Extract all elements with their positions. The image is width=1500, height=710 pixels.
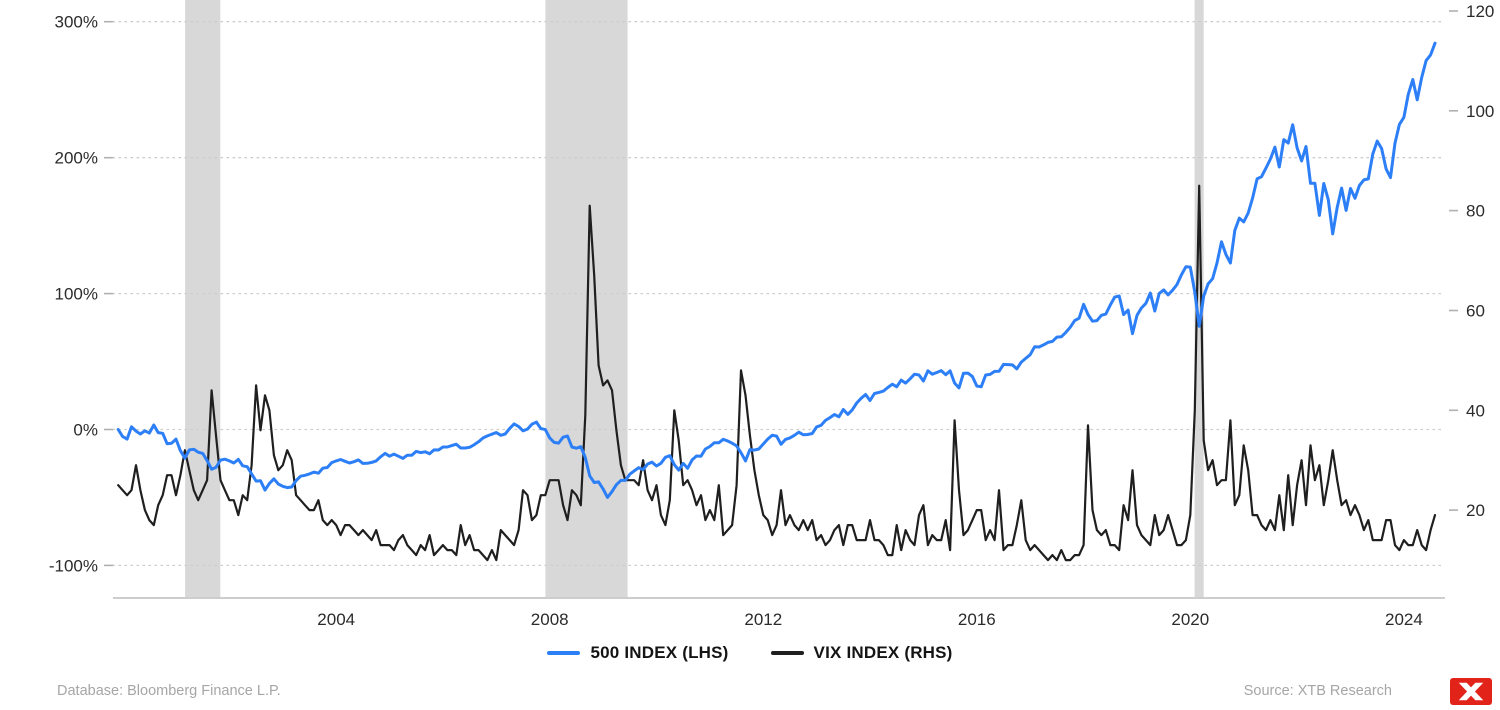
- vix-line-swatch: [770, 651, 804, 655]
- right-axis-label: 60: [1466, 302, 1485, 321]
- right-axis-label: 120: [1466, 2, 1494, 21]
- right-axis-label: 80: [1466, 202, 1485, 221]
- xtb-x-mark-icon: [1458, 682, 1484, 700]
- right-axis-label: 100: [1466, 102, 1494, 121]
- x-axis-label: 2020: [1171, 610, 1209, 629]
- recession-band: [545, 0, 628, 598]
- x-axis-label: 2012: [744, 610, 782, 629]
- x-axis-label: 2004: [317, 610, 355, 629]
- left-axis-label: 300%: [55, 13, 98, 32]
- right-axis-label: 20: [1466, 501, 1485, 520]
- recession-band: [1194, 0, 1204, 598]
- x-axis-label: 2024: [1385, 610, 1423, 629]
- x-axis-label: 2008: [531, 610, 569, 629]
- legend-item-sp500: 500 INDEX (LHS): [547, 643, 728, 663]
- x-axis-label: 2016: [958, 610, 996, 629]
- sp500-line-swatch: [547, 651, 581, 655]
- footer: Database: Bloomberg Finance L.P. Source:…: [0, 672, 1500, 710]
- left-axis-label: -100%: [49, 556, 98, 575]
- sp500-line: [116, 41, 1437, 499]
- source-credit: Source: XTB Research: [1243, 683, 1392, 699]
- legend-item-vix: VIX INDEX (RHS): [770, 643, 953, 663]
- xtb-logo: [1450, 677, 1492, 705]
- left-axis-label: 100%: [55, 285, 98, 304]
- vix-line: [117, 184, 1437, 562]
- database-credit: Database: Bloomberg Finance L.P.: [57, 683, 281, 699]
- recession-band: [185, 0, 221, 598]
- legend-label-sp500: 500 INDEX (LHS): [590, 643, 729, 662]
- right-axis-label: 40: [1466, 401, 1485, 420]
- left-axis-label: 200%: [55, 149, 98, 168]
- legend-label-vix: VIX INDEX (RHS): [813, 643, 953, 662]
- chart-legend: 500 INDEX (LHS) VIX INDEX (RHS): [0, 634, 1500, 672]
- dual-axis-line-chart: 300% 200% 100% 0% -100% 120 100 80 60 40 20 2004 200…: [49, 0, 1494, 629]
- left-axis-label: 0%: [73, 421, 98, 440]
- footer-right: Source: XTB Research: [1243, 677, 1492, 705]
